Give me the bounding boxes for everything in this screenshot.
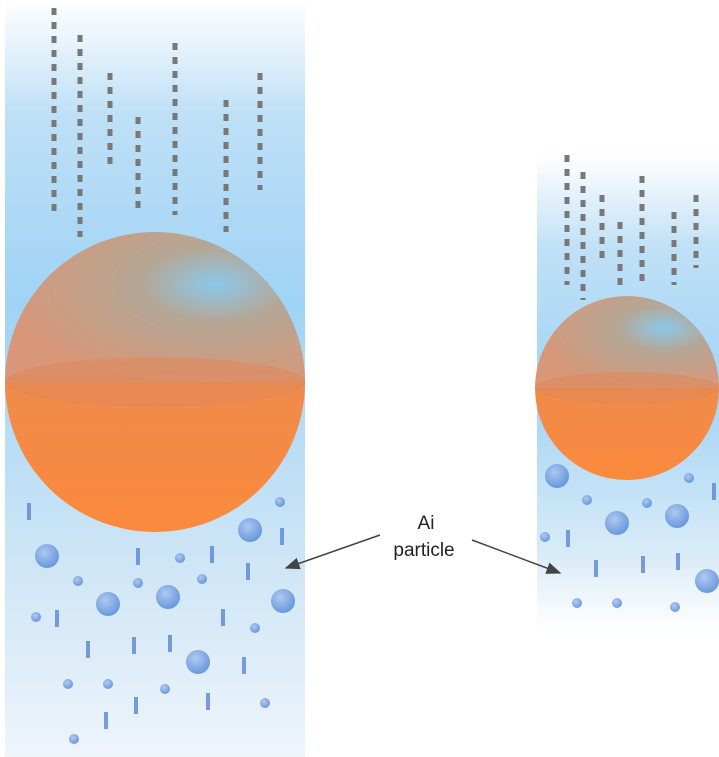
bar: [168, 635, 172, 652]
bubble: [540, 532, 550, 542]
sphere-right: [535, 296, 719, 480]
bar: [210, 546, 214, 563]
bubble: [572, 598, 582, 608]
bar: [104, 712, 108, 729]
bubble: [35, 544, 59, 568]
bubble: [582, 495, 592, 505]
bar: [280, 528, 284, 545]
bubble: [665, 504, 689, 528]
bar: [242, 657, 246, 674]
bubble: [197, 574, 207, 584]
bar: [246, 563, 250, 580]
bubble: [605, 511, 629, 535]
bar: [641, 556, 645, 573]
bubble: [186, 650, 210, 674]
bubble: [103, 679, 113, 689]
bar: [86, 641, 90, 658]
bubble: [260, 698, 270, 708]
bar: [712, 483, 716, 500]
bar: [134, 697, 138, 714]
bar: [221, 609, 225, 626]
bubble: [275, 497, 285, 507]
bubble: [642, 498, 652, 508]
bar: [132, 637, 136, 654]
bubble: [96, 592, 120, 616]
bar: [136, 548, 140, 565]
bar: [27, 503, 31, 520]
bubble: [31, 612, 41, 622]
bar: [594, 560, 598, 577]
bubble: [63, 679, 73, 689]
bar: [676, 553, 680, 570]
diagram: Ai particle: [0, 0, 719, 757]
label: particle: [393, 540, 454, 561]
bar: [206, 693, 210, 710]
bubble: [695, 569, 719, 593]
bubble: [545, 464, 569, 488]
bubble: [238, 518, 262, 542]
sphere-left: [5, 232, 305, 532]
bubble: [684, 473, 694, 483]
bubble: [160, 684, 170, 694]
bubble: [670, 602, 680, 612]
bar: [566, 530, 570, 547]
bubble: [175, 553, 185, 563]
label: Ai: [418, 513, 435, 534]
bubble: [156, 585, 180, 609]
bubble: [133, 578, 143, 588]
bar: [55, 610, 59, 627]
bubble: [612, 598, 622, 608]
bubble: [250, 623, 260, 633]
bubble: [73, 576, 83, 586]
bubble: [69, 734, 79, 744]
bubble: [271, 589, 295, 613]
